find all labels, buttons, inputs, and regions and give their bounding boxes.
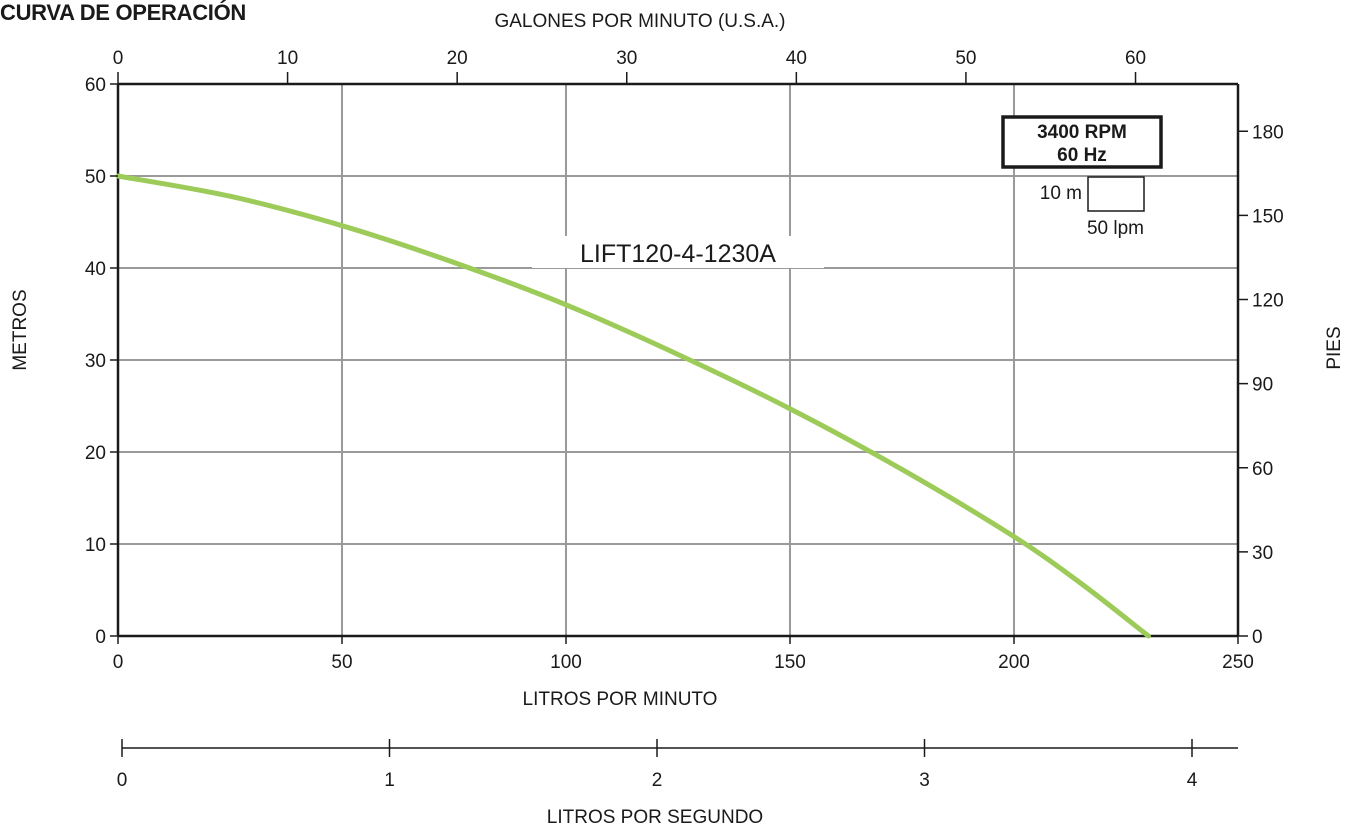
y-left-tick-label: 10 bbox=[85, 535, 106, 556]
x-extra-tick-label: 4 bbox=[1187, 770, 1198, 791]
scale-lpm-label: 50 lpm bbox=[1087, 218, 1144, 239]
y-left-tick-label: 0 bbox=[95, 627, 106, 648]
x-top-tick-label: 40 bbox=[786, 48, 807, 69]
y-left-tick-label: 20 bbox=[85, 443, 106, 464]
x-bottom-tick-label: 250 bbox=[1222, 652, 1254, 673]
y-left-tick-label: 30 bbox=[85, 351, 106, 372]
series-label-bg bbox=[532, 236, 824, 268]
y-right-tick-label: 30 bbox=[1252, 543, 1273, 564]
x-top-axis-title: GALONES POR MINUTO (U.S.A.) bbox=[494, 11, 785, 32]
x-top-tick-label: 50 bbox=[955, 48, 976, 69]
x-bottom-tick-label: 50 bbox=[331, 652, 352, 673]
x-extra-tick-label: 0 bbox=[117, 770, 128, 791]
x-extra-tick-label: 2 bbox=[652, 770, 663, 791]
y-right-tick-label: 150 bbox=[1252, 206, 1284, 227]
x-extra-axis-title: LITROS POR SEGUNDO bbox=[547, 807, 763, 828]
x-bottom-tick-label: 100 bbox=[550, 652, 582, 673]
scale-m-label: 10 m bbox=[1040, 183, 1082, 204]
y-right-axis-title: PIES bbox=[1324, 326, 1345, 369]
x-extra-tick-label: 3 bbox=[919, 770, 930, 791]
x-top-tick-label: 0 bbox=[113, 48, 124, 69]
x-bottom-tick-label: 0 bbox=[113, 652, 124, 673]
rpm-label: 3400 RPM bbox=[1037, 122, 1127, 143]
y-right-tick-label: 0 bbox=[1252, 627, 1263, 648]
y-left-axis-title: METROS bbox=[10, 289, 31, 370]
x-bottom-tick-label: 150 bbox=[774, 652, 806, 673]
x-bottom-axis-title: LITROS POR MINUTO bbox=[523, 689, 718, 710]
x-top-tick-label: 30 bbox=[616, 48, 637, 69]
grid-lines bbox=[118, 84, 1238, 636]
y-right-tick-label: 180 bbox=[1252, 122, 1284, 143]
y-left-tick-label: 60 bbox=[85, 75, 106, 96]
scale-box bbox=[1087, 176, 1145, 212]
y-right-tick-label: 90 bbox=[1252, 375, 1273, 396]
x-extra-tick-label: 1 bbox=[384, 770, 395, 791]
x-top-tick-label: 10 bbox=[277, 48, 298, 69]
rpm-box bbox=[1001, 115, 1163, 169]
hz-label: 60 Hz bbox=[1057, 145, 1107, 166]
y-right-tick-label: 60 bbox=[1252, 459, 1273, 480]
chart-title: CURVA DE OPERACIÓN bbox=[0, 0, 246, 25]
y-right-tick-label: 120 bbox=[1252, 291, 1284, 312]
x-top-tick-label: 20 bbox=[447, 48, 468, 69]
y-left-tick-label: 50 bbox=[85, 167, 106, 188]
series-label: LIFT120-4-1230A bbox=[580, 240, 776, 268]
x-top-tick-label: 60 bbox=[1125, 48, 1146, 69]
x-bottom-tick-label: 200 bbox=[998, 652, 1030, 673]
y-left-tick-label: 40 bbox=[85, 259, 106, 280]
